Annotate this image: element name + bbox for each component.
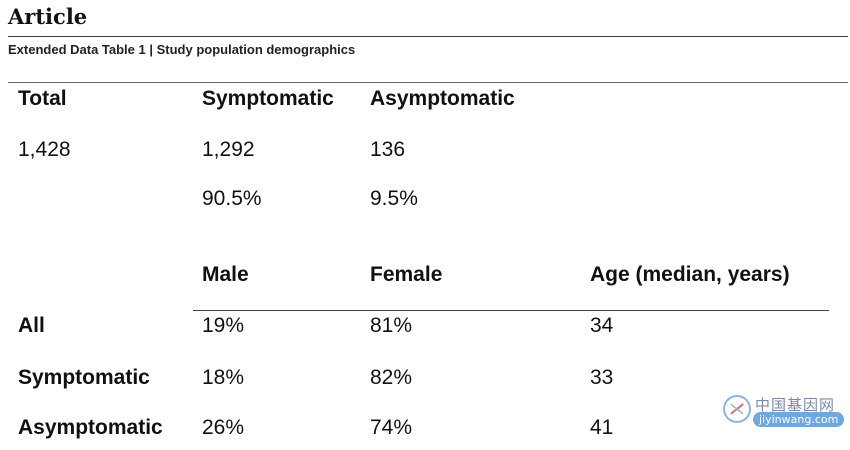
age-header: Age (median, years) (590, 263, 790, 286)
asymptomatic-header: Asymptomatic (370, 87, 515, 110)
dna-logo-icon (723, 395, 751, 423)
row-female: 82% (370, 366, 413, 389)
symptomatic-percent: 90.5% (202, 187, 262, 210)
row-label: Asymptomatic (18, 416, 163, 439)
row-male: 19% (202, 314, 245, 337)
row-female: 74% (370, 416, 413, 439)
total-header: Total (18, 87, 67, 110)
female-header: Female (370, 263, 443, 286)
row-label: All (18, 314, 45, 337)
row-male: 26% (202, 416, 245, 439)
watermark: 中国基因网 jiyinwang.com (722, 392, 845, 432)
row-age: 33 (590, 366, 614, 389)
symptomatic-count: 1,292 (202, 138, 255, 161)
asymptomatic-percent: 9.5% (370, 187, 418, 210)
symptomatic-header: Symptomatic (202, 87, 334, 110)
male-header: Male (202, 263, 249, 286)
row-age: 41 (590, 416, 614, 439)
top-rule (8, 36, 848, 37)
row-male: 18% (202, 366, 245, 389)
row-female: 81% (370, 314, 413, 337)
row-label: Symptomatic (18, 366, 150, 389)
total-count: 1,428 (18, 138, 71, 161)
asymptomatic-count: 136 (370, 138, 406, 161)
article-kicker: Article (8, 4, 88, 29)
table-header-rule (193, 310, 829, 311)
table-caption: Extended Data Table 1 | Study population… (8, 42, 356, 57)
watermark-site-name: 中国基因网 (755, 396, 836, 414)
watermark-site-url: jiyinwang.com (753, 412, 845, 427)
row-age: 34 (590, 314, 614, 337)
caption-rule (8, 82, 848, 83)
